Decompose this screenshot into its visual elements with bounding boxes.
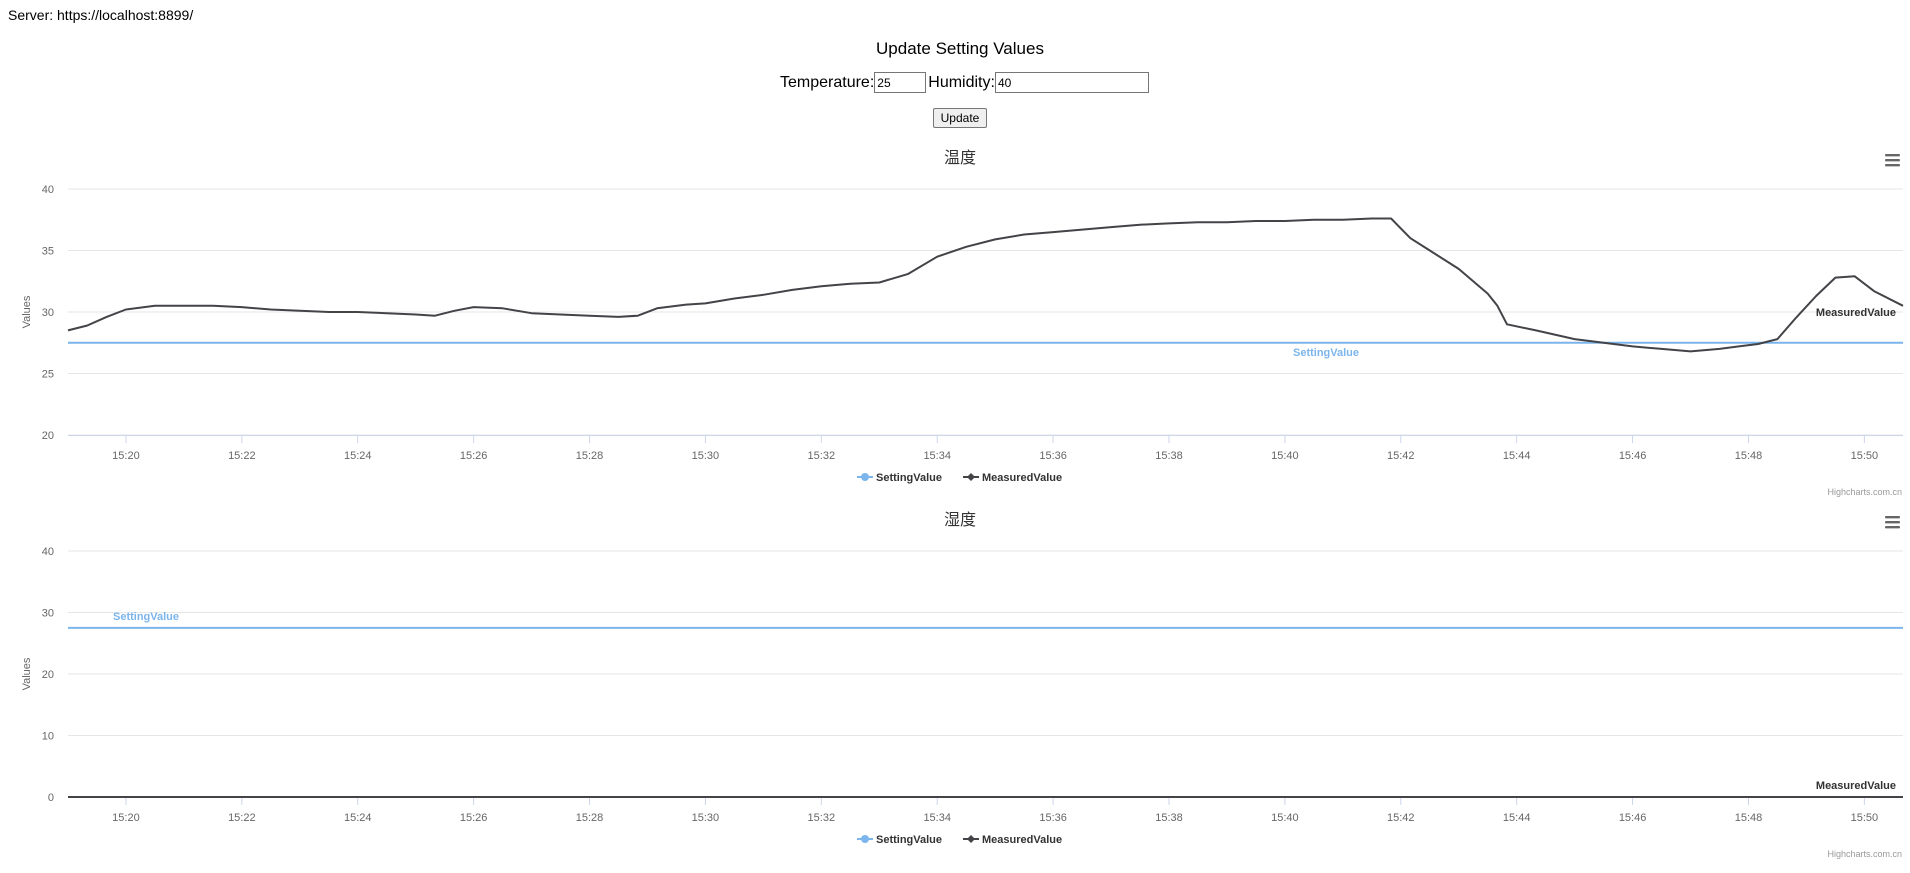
- y-tick-label: 40: [42, 546, 54, 558]
- y-axis-title: Values: [21, 295, 33, 328]
- temperature-input[interactable]: [874, 72, 927, 93]
- y-tick-label: 40: [42, 184, 54, 196]
- chart-credit[interactable]: Highcharts.com.cn: [1827, 487, 1902, 497]
- x-tick-label: 15:20: [112, 450, 140, 462]
- x-tick-label: 15:48: [1735, 450, 1763, 462]
- chart-title: 湿度: [944, 511, 976, 529]
- x-tick-label: 15:44: [1503, 450, 1531, 462]
- humidity-chart: 湿度 40 30 20 10 0 Values 15:20 15:22 15:24 15:26 15:…: [21, 511, 1903, 859]
- chart-credit[interactable]: Highcharts.com.cn: [1827, 849, 1902, 859]
- x-tick-label: 15:40: [1271, 812, 1299, 824]
- svg-text:MeasuredValue: MeasuredValue: [982, 834, 1062, 846]
- temperature-chart: 温度 40 35 30 25 20 Values 15:20 15:22 15:24 15:26 15…: [21, 149, 1904, 497]
- legend-item-measuredvalue[interactable]: MeasuredValue: [963, 472, 1062, 484]
- x-tick-label: 15:28: [576, 812, 604, 824]
- x-tick-label: 15:46: [1619, 812, 1647, 824]
- hamburger-menu-icon[interactable]: [1885, 516, 1900, 529]
- series-label-settingvalue: SettingValue: [113, 611, 179, 623]
- legend-item-settingvalue[interactable]: SettingValue: [857, 472, 942, 484]
- temperature-label: Temperature:: [780, 73, 875, 91]
- series-line-measuredvalue[interactable]: [67, 217, 1904, 353]
- x-tick-label: 15:34: [923, 450, 951, 462]
- x-tick-label: 15:28: [576, 450, 604, 462]
- y-tick-label: 20: [42, 430, 54, 442]
- x-tick-label: 15:20: [112, 812, 140, 824]
- svg-text:MeasuredValue: MeasuredValue: [982, 472, 1062, 484]
- x-tick-label: 15:32: [808, 450, 836, 462]
- x-tick-label: 15:32: [808, 812, 836, 824]
- series-label-measuredvalue: MeasuredValue: [1816, 780, 1896, 792]
- form-title: Update Setting Values: [876, 39, 1044, 58]
- x-tick-label: 15:44: [1503, 812, 1531, 824]
- y-tick-label: 30: [42, 608, 54, 620]
- y-tick-label: 35: [42, 246, 54, 258]
- humidity-label: Humidity:: [928, 73, 995, 91]
- x-tick-label: 15:24: [344, 812, 372, 824]
- legend-item-measuredvalue[interactable]: MeasuredValue: [963, 834, 1062, 846]
- y-axis-title: Values: [21, 657, 33, 690]
- hamburger-menu-icon[interactable]: [1885, 154, 1900, 167]
- x-tick-label: 15:26: [460, 450, 488, 462]
- x-tick-label: 15:38: [1155, 812, 1183, 824]
- x-tick-label: 15:42: [1387, 812, 1415, 824]
- y-tick-label: 25: [42, 369, 54, 381]
- svg-text:SettingValue: SettingValue: [876, 834, 942, 846]
- x-tick-label: 15:42: [1387, 450, 1415, 462]
- x-tick-label: 15:40: [1271, 450, 1299, 462]
- chart-title: 温度: [944, 149, 976, 167]
- x-tick-label: 15:50: [1851, 450, 1879, 462]
- x-tick-label: 15:48: [1735, 812, 1763, 824]
- x-tick-label: 15:24: [344, 450, 372, 462]
- y-tick-label: 20: [42, 669, 54, 681]
- y-tick-label: 0: [48, 792, 54, 804]
- setting-form: Temperature: Humidity:: [780, 72, 1149, 93]
- x-tick-label: 15:30: [692, 450, 720, 462]
- x-tick-label: 15:46: [1619, 450, 1647, 462]
- x-tick-label: 15:26: [460, 812, 488, 824]
- series-label-settingvalue: SettingValue: [1293, 347, 1359, 359]
- x-tick-label: 15:50: [1851, 812, 1879, 824]
- y-tick-label: 10: [42, 731, 54, 743]
- server-address: Server: https://localhost:8899/: [8, 7, 194, 23]
- series-label-measuredvalue: MeasuredValue: [1816, 307, 1896, 319]
- x-tick-label: 15:36: [1039, 450, 1067, 462]
- update-button[interactable]: Update: [933, 108, 987, 128]
- x-tick-label: 15:34: [923, 812, 951, 824]
- svg-text:SettingValue: SettingValue: [876, 472, 942, 484]
- x-tick-label: 15:38: [1155, 450, 1183, 462]
- x-tick-label: 15:36: [1039, 812, 1067, 824]
- y-tick-label: 30: [42, 307, 54, 319]
- legend-item-settingvalue[interactable]: SettingValue: [857, 834, 942, 846]
- x-tick-label: 15:22: [228, 450, 256, 462]
- x-tick-label: 15:22: [228, 812, 256, 824]
- humidity-input[interactable]: [994, 72, 1149, 93]
- x-tick-label: 15:30: [692, 812, 720, 824]
